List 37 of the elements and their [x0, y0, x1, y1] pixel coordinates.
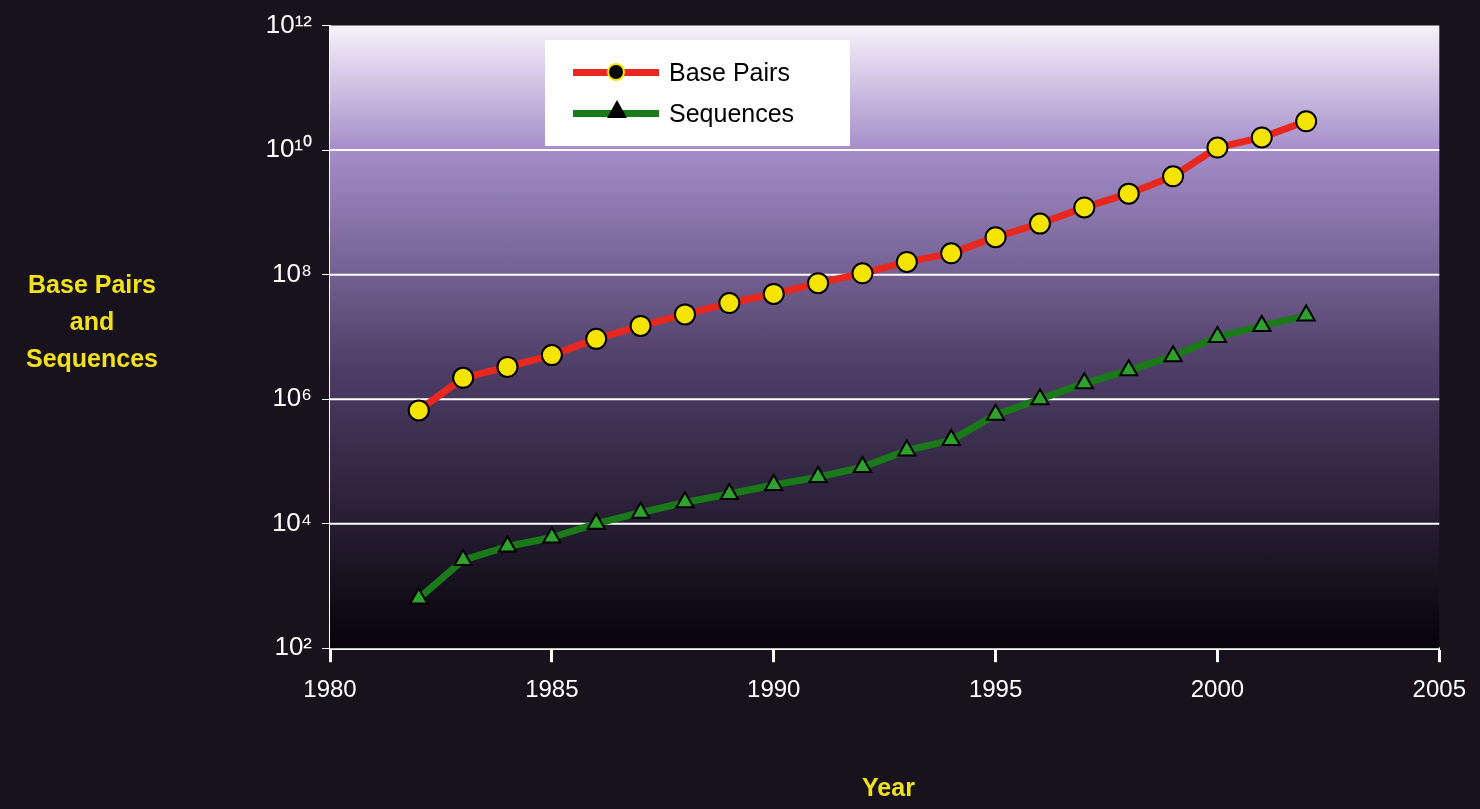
point [497, 535, 518, 553]
y-tick-label: 10⁸ [272, 257, 312, 288]
point [630, 501, 651, 519]
point [719, 482, 740, 500]
x-tick-label: 1995 [968, 675, 1023, 703]
y-tick-label: 10² [274, 631, 313, 662]
x-tick-label: 2005 [1412, 675, 1466, 703]
point [409, 587, 429, 605]
point [675, 491, 695, 509]
x-tick-label: 1985 [525, 675, 579, 703]
point [542, 526, 562, 544]
legend-label: Sequences [669, 99, 795, 128]
y-tick-label: 10⁴ [271, 506, 312, 537]
x-tick-label: 2000 [1190, 675, 1245, 703]
point [586, 512, 606, 530]
point [1296, 304, 1316, 322]
y-tick-label: 10⁶ [272, 382, 312, 413]
point [764, 473, 784, 491]
point [1207, 325, 1228, 343]
y-tick-label: 10¹² [265, 8, 313, 39]
x-axis-title: Year [861, 773, 916, 802]
point [852, 456, 873, 474]
point [1030, 388, 1050, 406]
point [808, 466, 828, 484]
y-axis-title: Base Pairs and Sequences [25, 269, 159, 374]
x-tick-label: 1980 [303, 675, 357, 703]
point [1252, 314, 1272, 332]
y-tick-label: 10¹⁰ [265, 133, 312, 164]
point [985, 403, 1006, 421]
point [1119, 359, 1139, 377]
point [941, 429, 961, 447]
point [1074, 372, 1094, 390]
point [897, 439, 917, 457]
point [453, 549, 473, 567]
x-tick-label: 1990 [747, 675, 801, 703]
point [1163, 345, 1183, 363]
legend-label: Base Pairs [669, 58, 790, 87]
